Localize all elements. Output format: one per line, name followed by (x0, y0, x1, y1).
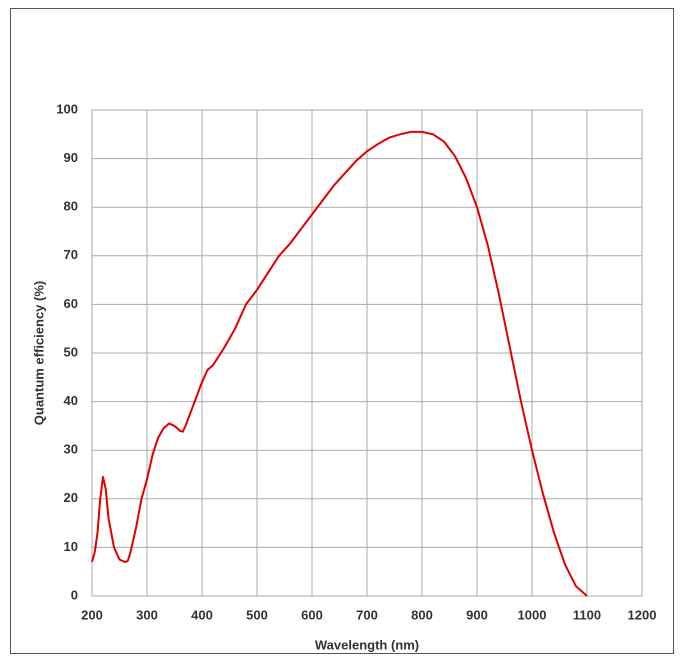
x-tick-label: 1200 (628, 607, 657, 622)
y-tick-label: 90 (64, 150, 78, 165)
x-tick-label: 800 (411, 607, 433, 622)
x-tick-label: 200 (81, 607, 103, 622)
x-tick-label: 400 (191, 607, 213, 622)
y-tick-label: 30 (64, 442, 78, 457)
x-tick-label: 900 (466, 607, 488, 622)
x-tick-label: 700 (356, 607, 378, 622)
y-tick-label: 0 (71, 587, 78, 602)
x-tick-label: 1000 (518, 607, 547, 622)
y-tick-label: 40 (64, 393, 78, 408)
y-tick-label: 60 (64, 296, 78, 311)
x-axis-label: Wavelength (nm) (315, 637, 419, 652)
y-tick-label: 70 (64, 247, 78, 262)
x-tick-label: 500 (246, 607, 268, 622)
x-tick-label: 600 (301, 607, 323, 622)
y-tick-label: 20 (64, 490, 78, 505)
y-tick-label: 50 (64, 344, 78, 359)
frame (10, 8, 674, 654)
y-tick-label: 100 (56, 101, 78, 116)
x-tick-label: 300 (136, 607, 158, 622)
y-tick-label: 80 (64, 199, 78, 214)
y-tick-label: 10 (64, 539, 78, 554)
y-axis-label: Quantum efficiency (%) (31, 281, 46, 425)
data-line (91, 130, 588, 597)
x-tick-label: 1100 (573, 607, 601, 622)
